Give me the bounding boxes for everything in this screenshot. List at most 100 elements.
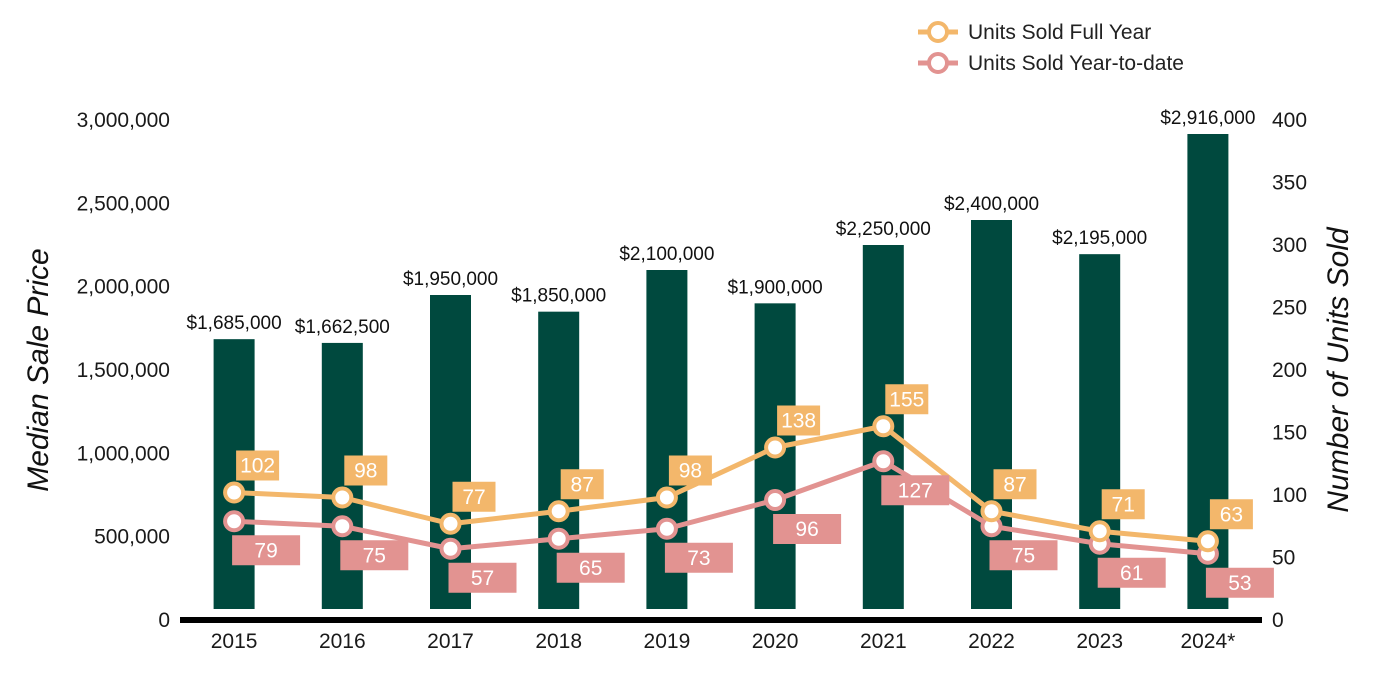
series-point [439, 537, 462, 560]
bar-value-label: $2,100,000 [619, 244, 714, 265]
bar-value-label: $2,195,000 [1052, 228, 1147, 249]
y-right-tick-label: 200 [1272, 359, 1307, 382]
data-label: 96 [795, 518, 818, 541]
bar-value-label: $2,916,000 [1160, 108, 1255, 129]
data-label-box [232, 535, 301, 566]
data-label: 75 [363, 544, 386, 567]
x-tick-label: 2018 [535, 630, 582, 653]
x-tick-label: 2016 [319, 630, 366, 653]
x-tick-label: 2022 [968, 630, 1015, 653]
y-right-tick-label: 50 [1272, 547, 1295, 570]
series-point [547, 527, 570, 550]
series-point [439, 512, 462, 535]
data-label: 57 [471, 567, 494, 590]
data-label: 73 [687, 547, 710, 570]
data-label: 65 [579, 557, 602, 580]
data-label: 138 [781, 410, 816, 433]
data-label-box [668, 455, 712, 486]
data-label-box [1097, 557, 1166, 588]
data-label-box [1209, 499, 1253, 530]
y-right-tick-label: 250 [1272, 297, 1307, 320]
data-label: 87 [1003, 473, 1026, 496]
bar-value-label: $2,400,000 [944, 194, 1039, 215]
bar [430, 295, 471, 609]
data-label-box [993, 469, 1037, 500]
data-label: 77 [462, 486, 485, 509]
series-point [1088, 520, 1111, 543]
data-label: 98 [679, 460, 702, 483]
bar-value-label: $2,250,000 [836, 219, 931, 240]
legend-label: Units Sold Year-to-date [968, 52, 1184, 75]
bar-value-label: $1,685,000 [187, 313, 282, 334]
data-label-box [777, 405, 821, 436]
x-tick-label: 2019 [644, 630, 691, 653]
series-line [233, 423, 1209, 544]
x-tick-label: 2024* [1180, 630, 1235, 653]
series-point [223, 510, 246, 533]
data-label-box [452, 481, 496, 512]
y-left-tick-label: 1,500,000 [77, 359, 170, 382]
data-label: 71 [1112, 493, 1135, 516]
x-tick-label: 2021 [860, 630, 907, 653]
data-label: 155 [889, 388, 924, 411]
y-right-tick-label: 0 [1272, 609, 1284, 632]
data-label: 98 [354, 460, 377, 483]
bar [1187, 134, 1229, 609]
data-label-box [340, 540, 409, 571]
y-left-tick-label: 500,000 [94, 526, 170, 549]
y-left-tick-label: 2,500,000 [77, 192, 170, 215]
bar-value-label: $1,662,500 [295, 317, 390, 338]
series-point [1196, 530, 1219, 553]
y-right-tick-label: 350 [1272, 172, 1307, 195]
x-axis-line [180, 617, 1262, 623]
series-point [331, 486, 354, 509]
data-label-box [344, 455, 388, 486]
series-point [872, 450, 895, 473]
data-label-box [1101, 489, 1145, 520]
data-label: 127 [898, 479, 933, 502]
bar-value-label: $1,950,000 [403, 269, 498, 290]
data-label: 102 [240, 455, 275, 478]
data-label-box [989, 540, 1058, 571]
data-label-box [236, 450, 280, 481]
data-label-box [664, 542, 733, 573]
y-left-tick-label: 1,000,000 [77, 442, 170, 465]
x-tick-label: 2017 [427, 630, 474, 653]
series-point [655, 517, 678, 540]
data-label-box [773, 514, 842, 544]
data-label: 61 [1120, 562, 1143, 585]
series-point [764, 436, 787, 459]
series-point [872, 415, 895, 438]
series-point [655, 486, 678, 509]
y-left-axis-title: Median Sale Price [22, 248, 55, 491]
data-label-box [560, 469, 604, 500]
y-right-tick-label: 300 [1272, 234, 1307, 257]
data-label-box [1205, 567, 1274, 598]
y-left-tick-label: 3,000,000 [77, 109, 170, 132]
series-line [233, 458, 1209, 557]
data-label: 79 [254, 539, 277, 562]
data-label: 75 [1012, 544, 1035, 567]
series-point [547, 500, 570, 523]
bar-value-label: $1,850,000 [511, 286, 606, 307]
data-label-box [556, 552, 625, 583]
series-point [764, 489, 787, 511]
data-label-box [448, 562, 517, 593]
y-right-tick-label: 100 [1272, 484, 1307, 507]
y-left-tick-label: 0 [158, 609, 170, 632]
y-left-tick-label: 2,000,000 [77, 276, 170, 299]
bar-value-label: $1,900,000 [728, 277, 823, 298]
legend-label: Units Sold Full Year [968, 21, 1151, 44]
y-right-axis-title: Number of Units Sold [1322, 226, 1355, 512]
y-right-tick-label: 400 [1272, 109, 1307, 132]
data-label-box [885, 384, 929, 415]
bar [1079, 254, 1121, 609]
data-label: 87 [571, 473, 594, 496]
y-right-tick-label: 150 [1272, 422, 1307, 445]
legend-marker [927, 21, 949, 43]
series-point [980, 500, 1003, 523]
data-label: 53 [1228, 572, 1251, 595]
x-tick-label: 2020 [752, 630, 799, 653]
data-label: 63 [1220, 503, 1243, 526]
